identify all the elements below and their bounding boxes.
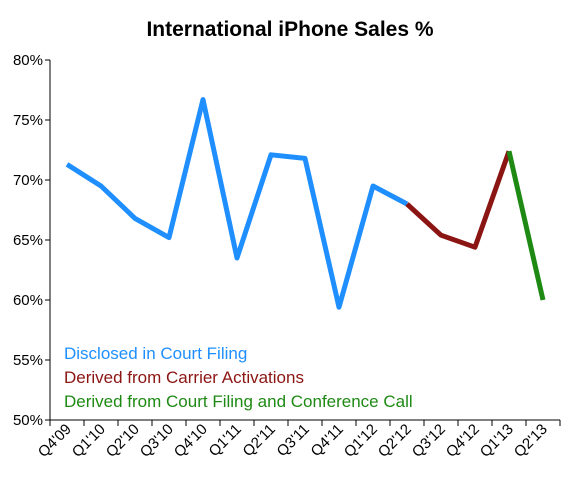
y-tick-label: 65%: [13, 232, 43, 249]
x-tick-label: Q1'10: [69, 421, 109, 461]
legend-entry-1: Disclosed in Court Filing: [64, 344, 247, 363]
x-tick-label: Q4'11: [308, 421, 347, 460]
y-tick-label: 50%: [13, 412, 43, 429]
y-tick-label: 70%: [13, 172, 43, 189]
chart-title: International iPhone Sales %: [146, 18, 433, 41]
series-layer: [65, 97, 546, 310]
y-tick-label: 55%: [13, 352, 43, 369]
x-tick-label: Q4'12: [443, 421, 483, 461]
legend: Disclosed in Court Filing Derived from Ca…: [64, 344, 413, 411]
series-line-1: [65, 97, 409, 310]
y-tick-label: 75%: [13, 112, 43, 129]
x-tick-label: Q3'11: [274, 421, 313, 460]
series-line-3: [506, 150, 546, 301]
x-tick-label: Q3'12: [409, 421, 449, 461]
x-tick-label: Q2'11: [240, 421, 279, 460]
y-tick-label: 60%: [13, 292, 43, 309]
y-axis-ticks: 50% 55% 60% 65% 70% 75% 80%: [13, 52, 50, 429]
legend-entry-2: Derived from Carrier Activations: [64, 368, 304, 387]
series-line-2: [405, 150, 512, 250]
x-tick-label: Q3'10: [137, 421, 177, 461]
x-tick-label: Q2'13: [511, 421, 551, 461]
x-tick-label: Q2'12: [375, 421, 415, 461]
x-tick-label: Q4'10: [171, 421, 211, 461]
x-axis-ticks: Q4'09Q1'10Q2'10Q3'10Q4'10Q1'11Q2'11Q3'11…: [35, 420, 561, 461]
x-tick-label: Q2'10: [103, 421, 143, 461]
x-tick-label: Q1'12: [341, 421, 381, 461]
x-tick-label: Q1'13: [477, 421, 517, 461]
x-tick-label: Q1'11: [206, 421, 245, 460]
legend-entry-3: Derived from Court Filing and Conference…: [64, 392, 413, 411]
y-tick-label: 80%: [13, 52, 43, 69]
